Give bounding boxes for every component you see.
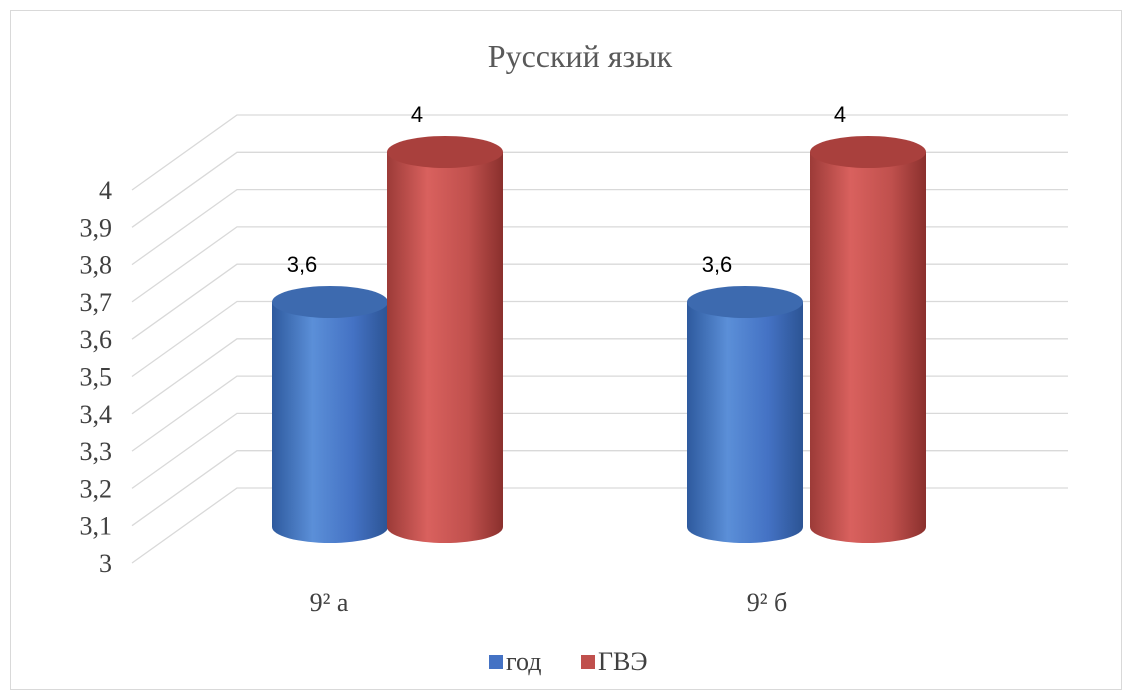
y-tick-label: 3 xyxy=(99,549,112,578)
gridline xyxy=(131,114,1068,191)
bar-body xyxy=(810,152,926,543)
bars: 3,6 4 3,6 4 xyxy=(272,102,926,543)
gridline xyxy=(131,263,1068,340)
y-tick-label: 3,3 xyxy=(80,437,113,466)
x-axis-labels: 9² а 9² б xyxy=(310,588,788,617)
y-tick-label: 3,7 xyxy=(80,288,113,317)
x-tick-label: 9² б xyxy=(747,588,788,617)
gridline xyxy=(131,151,1068,228)
legend-swatch xyxy=(581,655,595,669)
chart-title: Русский язык xyxy=(488,38,673,74)
legend-label: год xyxy=(506,647,542,676)
y-tick-label: 3,9 xyxy=(80,213,113,242)
bar-god-1 xyxy=(272,286,388,543)
y-tick-label: 3,5 xyxy=(80,363,113,392)
y-tick-label: 3,2 xyxy=(80,474,113,503)
data-label: 3,6 xyxy=(702,252,733,277)
bar-god-2 xyxy=(687,286,803,543)
y-tick-label: 3,4 xyxy=(80,400,113,429)
y-tick-label: 3,1 xyxy=(80,512,113,541)
chart-frame xyxy=(10,10,1122,690)
gridline xyxy=(131,226,1068,303)
bar-top xyxy=(387,136,503,168)
bar-gve-2 xyxy=(810,136,926,543)
data-label: 4 xyxy=(411,102,423,127)
bar-top xyxy=(687,286,803,318)
gridline xyxy=(131,188,1068,266)
data-label: 3,6 xyxy=(287,252,318,277)
y-axis-ticks: 3 3,1 3,2 3,3 3,4 3,5 3,6 3,7 3,8 3,9 4 xyxy=(80,176,113,578)
bar-top xyxy=(810,136,926,168)
y-tick-label: 4 xyxy=(99,176,112,205)
bar-body xyxy=(272,302,388,543)
bar-top xyxy=(272,286,388,318)
bar-body xyxy=(687,302,803,543)
bar-gve-1 xyxy=(387,136,503,543)
legend: год ГВЭ xyxy=(489,647,648,676)
y-tick-label: 3,6 xyxy=(80,325,113,354)
legend-label: ГВЭ xyxy=(598,647,648,676)
legend-swatch xyxy=(489,655,503,669)
bar-body xyxy=(387,152,503,543)
data-label: 4 xyxy=(834,102,846,127)
y-tick-label: 3,8 xyxy=(80,251,113,280)
x-tick-label: 9² а xyxy=(310,588,349,617)
